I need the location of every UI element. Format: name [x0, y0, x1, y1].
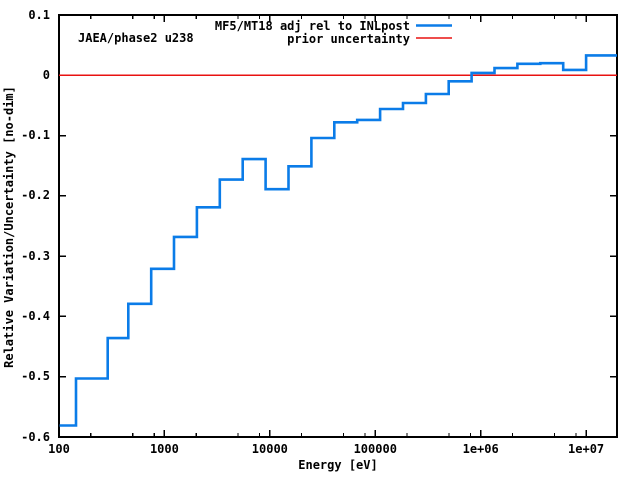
y-tick-label: -0.2 [21, 188, 50, 203]
y-tick-label: 0 [42, 67, 50, 82]
y-tick-label: 0.1 [28, 7, 50, 22]
plot-border [58, 14, 618, 438]
x-tick-label: 10000 [251, 442, 288, 456]
y-tick-label: -0.1 [21, 128, 50, 143]
x-axis-title: Energy [eV] [298, 458, 378, 472]
legend-label-prior-uncertainty: prior uncertainty [287, 32, 410, 46]
legend-label-adjusted-series: MF5/MT18 adj rel to INLpost [214, 19, 410, 33]
plot-annotation-label: JAEA/phase2 u238 [78, 31, 194, 45]
y-tick-label: -0.4 [21, 308, 50, 323]
x-tick-label: 100000 [353, 442, 397, 456]
x-tick-label: 1e+07 [568, 442, 605, 456]
y-tick-label: -0.6 [21, 429, 50, 444]
x-tick-label: 100 [48, 442, 70, 456]
x-tick-label: 1e+06 [462, 442, 499, 456]
y-tick-label: -0.3 [21, 248, 50, 263]
adjusted-series-step-line [59, 54, 617, 427]
x-tick-label: 1000 [149, 442, 179, 456]
y-tick-label: -0.5 [21, 369, 50, 384]
